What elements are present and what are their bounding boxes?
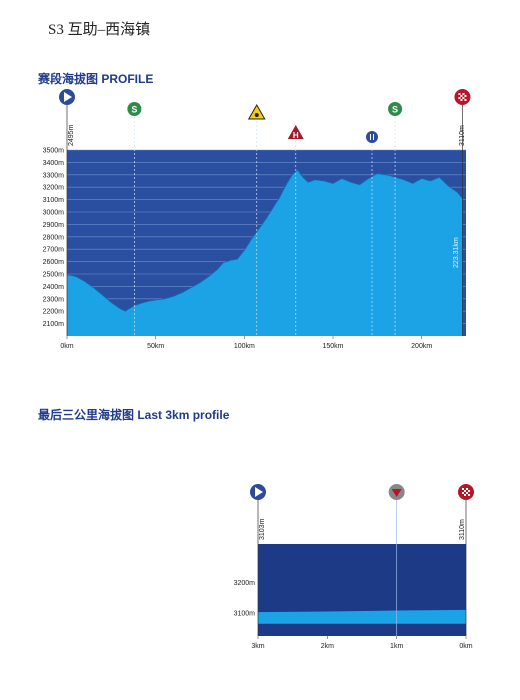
start-icon-arrow	[64, 92, 72, 102]
finish-icon	[458, 484, 474, 500]
sprint-icon-letter: S	[392, 105, 398, 115]
x2-tick-label: 2km	[321, 643, 334, 650]
y-tick-label: 2800m	[43, 234, 65, 241]
finish-icon-check	[462, 97, 465, 99]
y-tick-label: 3300m	[43, 172, 65, 179]
sprint-icon: S	[127, 102, 142, 116]
x-tick-label: 150km	[322, 343, 343, 350]
y-tick-label: 2700m	[43, 247, 65, 254]
y-tick-label: 2500m	[43, 272, 65, 279]
y-tick-label: 2300m	[43, 296, 65, 303]
x2-tick-label: 1km	[390, 643, 403, 650]
x-tick-label: 100km	[234, 343, 255, 350]
x-tick-label: 0km	[60, 343, 73, 350]
y-tick-label: 3500m	[43, 148, 65, 155]
finish-icon-check	[460, 95, 463, 97]
y-tick-label: 2200m	[43, 309, 65, 316]
y2-tick-label: 3200m	[234, 580, 256, 587]
distance-label: 223.31km	[453, 237, 460, 268]
start-icon-arrow	[255, 487, 263, 497]
y-tick-label: 3200m	[43, 185, 65, 192]
sprint-icon-letter: S	[131, 105, 137, 115]
kom-icon-triangle	[287, 125, 304, 139]
y-tick-label: 3100m	[43, 197, 65, 204]
caution-icon-triangle	[247, 103, 266, 120]
last_km-icon	[388, 484, 405, 500]
caution-icon	[247, 103, 266, 120]
finish-icon-check	[468, 490, 470, 492]
elevation2-area	[258, 609, 466, 624]
y-tick-label: 3000m	[43, 210, 65, 217]
feed-icon	[366, 131, 379, 143]
finish-icon-check	[460, 99, 463, 101]
last-km-icon-triangle	[391, 489, 402, 497]
x2-tick-label: 3km	[251, 643, 264, 650]
x2-tick-label: 0km	[459, 643, 472, 650]
finish-icon-check	[462, 488, 464, 490]
finish-altitude-label: 3110m	[459, 125, 466, 146]
finish-icon-check	[466, 488, 468, 490]
y-tick-label: 2400m	[43, 284, 65, 291]
finish-icon-check	[458, 93, 461, 95]
x-tick-label: 50km	[147, 343, 164, 350]
profile-section-title: 赛段海拔图 PROFILE	[38, 72, 154, 86]
finish-icon	[454, 89, 471, 105]
caution-icon-mark	[254, 113, 259, 117]
elevation-line	[66, 169, 463, 312]
sprint-icon-circle	[388, 102, 403, 116]
finish-icon-check	[464, 95, 467, 97]
start-icon	[59, 89, 75, 105]
start2-altitude-label: 3103m	[259, 518, 266, 540]
finish-icon-check	[458, 97, 461, 99]
y-tick-label: 3400m	[43, 160, 65, 167]
sprint-icon: S	[388, 102, 403, 116]
finish-icon-check	[462, 93, 465, 95]
finish2-altitude-label: 3110m	[459, 519, 466, 540]
elevation-area	[67, 169, 463, 336]
finish-icon-check	[468, 494, 470, 496]
finish-icon-check	[462, 492, 464, 494]
x-tick-label: 200km	[411, 343, 432, 350]
finish-icon-check	[464, 494, 466, 496]
sprint-icon-circle	[127, 102, 142, 116]
finish-icon-check	[466, 492, 468, 494]
finish-icon-check	[464, 490, 466, 492]
feed-icon-circle	[366, 131, 379, 143]
kom-icon-letter: H	[293, 131, 299, 140]
finish-icon-check	[464, 99, 467, 101]
kom-icon: H	[287, 125, 304, 140]
y2-tick-label: 3100m	[234, 611, 256, 618]
start-icon	[250, 484, 266, 500]
y-tick-label: 2900m	[43, 222, 65, 229]
y-tick-label: 2600m	[43, 259, 65, 266]
last3km-section-title: 最后三公里海拔图 Last 3km profile	[38, 408, 230, 422]
y-tick-label: 2100m	[43, 321, 65, 328]
start-altitude-label: 2495m	[68, 124, 75, 146]
stage-title: S3 互助–西海镇	[48, 22, 151, 38]
